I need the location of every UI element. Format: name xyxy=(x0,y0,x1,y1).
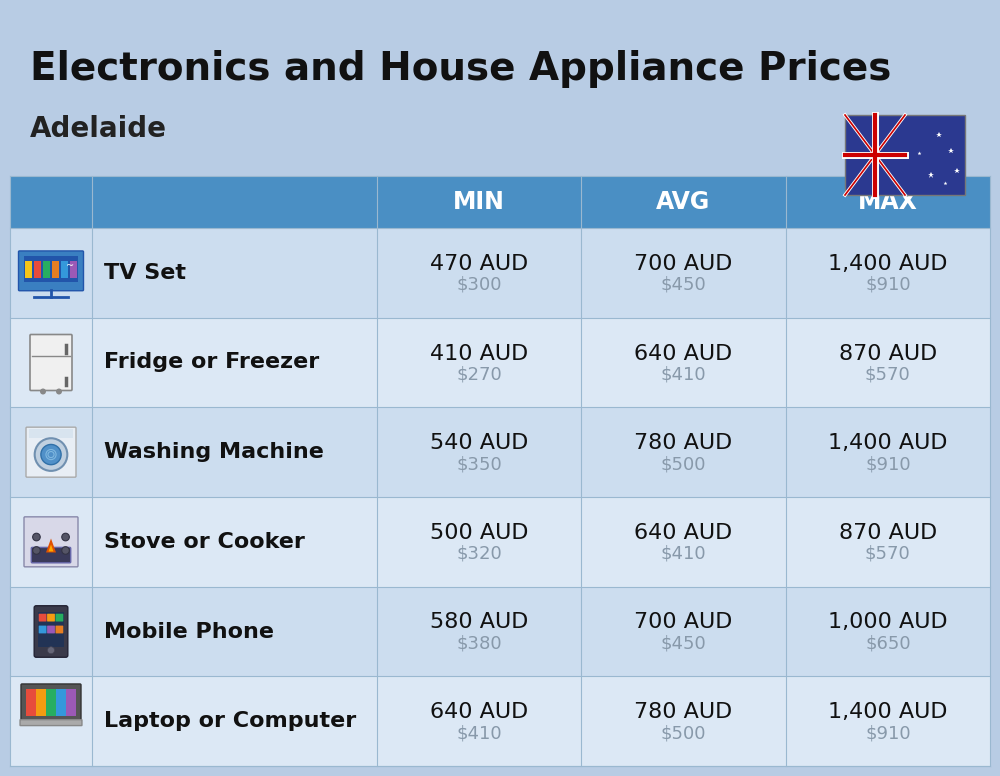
FancyBboxPatch shape xyxy=(39,625,47,633)
Text: $910: $910 xyxy=(865,724,911,742)
Text: $300: $300 xyxy=(456,275,502,294)
Circle shape xyxy=(48,646,54,653)
FancyBboxPatch shape xyxy=(29,429,73,438)
Text: 410 AUD: 410 AUD xyxy=(430,344,528,363)
Text: 700 AUD: 700 AUD xyxy=(634,612,733,632)
FancyBboxPatch shape xyxy=(47,625,55,633)
Text: 1,000 AUD: 1,000 AUD xyxy=(828,612,948,632)
Text: $350: $350 xyxy=(456,456,502,473)
Circle shape xyxy=(62,533,69,541)
FancyBboxPatch shape xyxy=(26,689,36,716)
Text: 1,400 AUD: 1,400 AUD xyxy=(828,702,948,722)
Text: Electronics and House Appliance Prices: Electronics and House Appliance Prices xyxy=(30,50,891,88)
Text: MAX: MAX xyxy=(858,190,918,214)
FancyBboxPatch shape xyxy=(55,625,63,633)
FancyBboxPatch shape xyxy=(43,261,50,278)
FancyBboxPatch shape xyxy=(34,261,41,278)
Text: $910: $910 xyxy=(865,275,911,294)
FancyBboxPatch shape xyxy=(70,261,77,278)
FancyBboxPatch shape xyxy=(52,261,59,278)
Text: $450: $450 xyxy=(661,275,706,294)
Text: 640 AUD: 640 AUD xyxy=(634,344,733,363)
FancyBboxPatch shape xyxy=(10,228,990,317)
FancyBboxPatch shape xyxy=(24,517,78,566)
Circle shape xyxy=(33,533,40,541)
Text: Fridge or Freezer: Fridge or Freezer xyxy=(104,352,319,372)
Text: ~: ~ xyxy=(66,261,74,271)
Circle shape xyxy=(56,389,62,394)
FancyBboxPatch shape xyxy=(55,614,63,622)
Text: $500: $500 xyxy=(661,456,706,473)
Text: 540 AUD: 540 AUD xyxy=(430,433,528,453)
Text: 870 AUD: 870 AUD xyxy=(839,523,937,543)
Text: $910: $910 xyxy=(865,456,911,473)
FancyBboxPatch shape xyxy=(66,689,76,716)
Text: Adelaide: Adelaide xyxy=(30,115,167,143)
Text: Stove or Cooker: Stove or Cooker xyxy=(104,532,305,552)
FancyBboxPatch shape xyxy=(10,587,990,677)
FancyBboxPatch shape xyxy=(34,606,68,657)
Text: $450: $450 xyxy=(661,635,706,653)
FancyBboxPatch shape xyxy=(25,261,32,278)
FancyBboxPatch shape xyxy=(10,317,990,407)
Text: $410: $410 xyxy=(661,365,706,383)
Text: $500: $500 xyxy=(661,724,706,742)
Text: $380: $380 xyxy=(456,635,502,653)
Text: Laptop or Computer: Laptop or Computer xyxy=(104,711,356,731)
Circle shape xyxy=(41,445,61,465)
Text: 500 AUD: 500 AUD xyxy=(430,523,528,543)
FancyBboxPatch shape xyxy=(845,115,965,195)
Text: Mobile Phone: Mobile Phone xyxy=(104,622,274,642)
Text: 640 AUD: 640 AUD xyxy=(430,702,528,722)
Text: $410: $410 xyxy=(661,545,706,563)
Text: 1,400 AUD: 1,400 AUD xyxy=(828,433,948,453)
FancyBboxPatch shape xyxy=(39,614,47,622)
FancyBboxPatch shape xyxy=(20,719,82,726)
Text: $570: $570 xyxy=(865,365,911,383)
FancyBboxPatch shape xyxy=(47,614,55,622)
Circle shape xyxy=(33,546,40,554)
FancyBboxPatch shape xyxy=(31,547,71,563)
Polygon shape xyxy=(48,545,54,552)
Text: AVG: AVG xyxy=(656,190,711,214)
Circle shape xyxy=(62,546,69,554)
FancyBboxPatch shape xyxy=(46,689,56,716)
FancyBboxPatch shape xyxy=(26,689,76,716)
Text: 640 AUD: 640 AUD xyxy=(634,523,733,543)
Polygon shape xyxy=(46,539,56,553)
FancyBboxPatch shape xyxy=(30,334,72,390)
Text: $270: $270 xyxy=(456,365,502,383)
FancyBboxPatch shape xyxy=(21,684,81,721)
FancyBboxPatch shape xyxy=(26,427,76,477)
Text: MIN: MIN xyxy=(453,190,505,214)
Text: 580 AUD: 580 AUD xyxy=(430,612,528,632)
Text: 470 AUD: 470 AUD xyxy=(430,254,528,274)
Text: $410: $410 xyxy=(456,724,502,742)
FancyBboxPatch shape xyxy=(10,497,990,587)
Text: 780 AUD: 780 AUD xyxy=(634,702,733,722)
Text: $650: $650 xyxy=(865,635,911,653)
FancyBboxPatch shape xyxy=(36,689,46,716)
Text: Washing Machine: Washing Machine xyxy=(104,442,324,462)
Text: 870 AUD: 870 AUD xyxy=(839,344,937,363)
FancyBboxPatch shape xyxy=(24,255,78,282)
Text: TV Set: TV Set xyxy=(104,263,186,282)
FancyBboxPatch shape xyxy=(56,689,66,716)
Text: $320: $320 xyxy=(456,545,502,563)
FancyBboxPatch shape xyxy=(38,611,64,647)
FancyBboxPatch shape xyxy=(61,261,68,278)
Circle shape xyxy=(40,389,46,394)
FancyBboxPatch shape xyxy=(10,677,990,766)
Text: 700 AUD: 700 AUD xyxy=(634,254,733,274)
Text: 780 AUD: 780 AUD xyxy=(634,433,733,453)
FancyBboxPatch shape xyxy=(10,176,990,228)
Text: 1,400 AUD: 1,400 AUD xyxy=(828,254,948,274)
Circle shape xyxy=(35,438,67,471)
FancyBboxPatch shape xyxy=(18,251,84,291)
FancyBboxPatch shape xyxy=(10,407,990,497)
Text: $570: $570 xyxy=(865,545,911,563)
